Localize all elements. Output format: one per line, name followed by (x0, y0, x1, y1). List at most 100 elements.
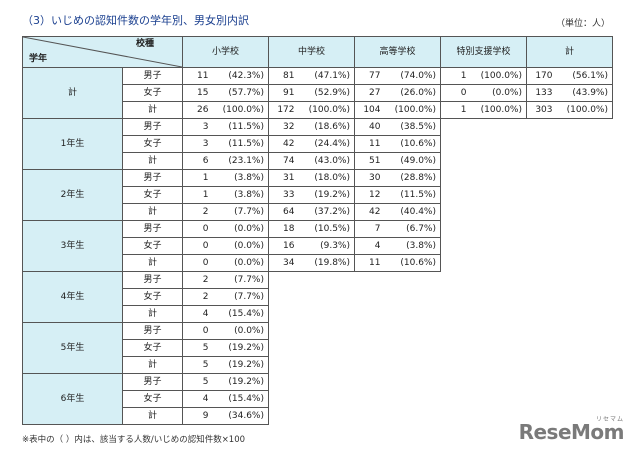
percent-cell: (18.0%) (296, 169, 355, 187)
header-corner: 校種 学年 (22, 36, 183, 68)
empty-cell (527, 204, 613, 221)
table-row: 1年生 男子 3 (11.5%) 32 (18.6%) 40 (38.5%) (22, 118, 613, 170)
sex-cell: 計 (122, 254, 183, 272)
count-cell: 51 (354, 152, 383, 170)
count-cell: 303 (526, 101, 555, 119)
percent-cell: (23.1%) (210, 152, 269, 170)
sex-cell: 男子 (122, 373, 183, 391)
sex-cell: 女子 (122, 186, 183, 204)
column-header: 中学校 (268, 36, 355, 68)
count-cell: 2 (182, 203, 211, 221)
table-row: 計 4 (15.4%) (23, 305, 613, 323)
percent-cell: (100.0%) (382, 101, 441, 119)
empty-cell (441, 357, 527, 374)
table-row: 計男子 11 (42.3%) 81 (47.1%) 77 (74.0%) 1 (100.0%) 1… (22, 67, 613, 119)
percent-cell: (34.6%) (210, 407, 269, 425)
column-header: 特別支援学校 (440, 36, 527, 68)
count-cell: 0 (440, 84, 469, 102)
bullying-table: 校種 学年 小学校 中学校 高等学校 特別支援学校 計 計男子 11 (42.3%)… (22, 36, 613, 425)
empty-cell (355, 306, 441, 323)
empty-cell (269, 391, 355, 408)
table-row: 5年生 男子 0 (0.0%) (22, 322, 613, 374)
percent-cell: (19.2%) (210, 339, 269, 357)
empty-cell (355, 340, 441, 357)
logo-ruby: リセマム (595, 416, 624, 423)
sex-cell: 女子 (122, 237, 183, 255)
empty-cell (527, 221, 613, 238)
count-cell: 3 (182, 135, 211, 153)
logo-text: ReseMom (518, 420, 625, 444)
percent-cell: (40.4%) (382, 203, 441, 221)
sex-cell: 男子 (122, 271, 183, 289)
empty-cell (441, 340, 527, 357)
empty-cell (527, 323, 613, 340)
percent-cell: (10.6%) (382, 254, 441, 272)
grade-cell: 4年生 (22, 271, 123, 323)
sex-cell: 女子 (122, 390, 183, 408)
table-row: 計 9 (34.6%) (23, 407, 613, 425)
count-cell: 4 (182, 390, 211, 408)
percent-cell: (0.0%) (210, 220, 269, 238)
table-row: 計 26 (100.0%) 172 (100.0%) 104 (100.0%) 1 (100.0… (23, 101, 613, 119)
empty-cell (441, 204, 527, 221)
percent-cell: (47.1%) (296, 67, 355, 85)
percent-cell: (15.4%) (210, 305, 269, 323)
count-cell: 31 (268, 169, 297, 187)
column-header: 計 (526, 36, 613, 68)
count-cell: 2 (182, 288, 211, 306)
resemom-logo: ReseMom リセマム (518, 416, 625, 444)
count-cell: 7 (354, 220, 383, 238)
percent-cell: (9.3%) (296, 237, 355, 255)
count-cell: 11 (354, 135, 383, 153)
count-cell: 0 (182, 220, 211, 238)
table-row: 6年生 男子 5 (19.2%) (22, 373, 613, 425)
empty-cell (441, 119, 527, 136)
count-cell: 2 (182, 271, 211, 289)
table-row: 女子 0 (0.0%) 16 (9.3%) 4 (3.8%) (23, 237, 613, 255)
percent-cell: (42.3%) (210, 67, 269, 85)
sex-cell: 計 (122, 101, 183, 119)
sex-cell: 計 (122, 152, 183, 170)
grade-cell: 3年生 (22, 220, 123, 272)
percent-cell: (38.5%) (382, 118, 441, 136)
percent-cell: (100.0%) (554, 101, 613, 119)
empty-cell (441, 221, 527, 238)
count-cell: 91 (268, 84, 297, 102)
empty-cell (527, 357, 613, 374)
empty-cell (355, 357, 441, 374)
empty-cell (269, 289, 355, 306)
count-cell: 74 (268, 152, 297, 170)
percent-cell: (100.0%) (468, 101, 527, 119)
empty-cell (441, 187, 527, 204)
sex-cell: 男子 (122, 322, 183, 340)
percent-cell: (0.0%) (210, 322, 269, 340)
table-row: 4年生 男子 2 (7.7%) (22, 271, 613, 323)
grade-label: 学年 (29, 54, 48, 64)
empty-cell (441, 272, 527, 289)
count-cell: 30 (354, 169, 383, 187)
count-cell: 77 (354, 67, 383, 85)
percent-cell: (57.7%) (210, 84, 269, 102)
sex-cell: 女子 (122, 288, 183, 306)
sex-cell: 男子 (122, 220, 183, 238)
percent-cell: (19.2%) (210, 373, 269, 391)
count-cell: 5 (182, 356, 211, 374)
percent-cell: (15.4%) (210, 390, 269, 408)
percent-cell: (49.0%) (382, 152, 441, 170)
unit-label: （単位：人） (555, 19, 610, 29)
column-header: 小学校 (182, 36, 269, 68)
percent-cell: (100.0%) (468, 67, 527, 85)
grade-cell: 2年生 (22, 169, 123, 221)
percent-cell: (3.8%) (210, 186, 269, 204)
empty-cell (441, 408, 527, 425)
empty-cell (527, 153, 613, 170)
count-cell: 26 (182, 101, 211, 119)
percent-cell: (19.8%) (296, 254, 355, 272)
empty-cell (527, 238, 613, 255)
count-cell: 1 (440, 67, 469, 85)
count-cell: 5 (182, 373, 211, 391)
empty-cell (269, 306, 355, 323)
percent-cell: (3.8%) (382, 237, 441, 255)
percent-cell: (43.0%) (296, 152, 355, 170)
empty-cell (355, 323, 441, 340)
